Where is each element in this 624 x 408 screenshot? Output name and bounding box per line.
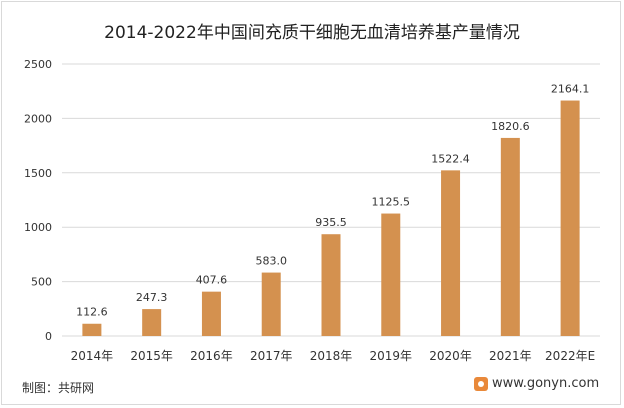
- data-label: 112.6: [76, 306, 108, 319]
- data-label: 1522.4: [431, 152, 470, 165]
- bar-2022年E: [560, 100, 580, 336]
- bar-2021年: [500, 137, 520, 336]
- y-tick-label: 1500: [24, 167, 52, 180]
- site-credit: www.gonyn.com: [474, 376, 599, 391]
- x-tick-label: 2015年: [130, 349, 173, 363]
- y-tick-label: 1000: [24, 221, 52, 234]
- source-credit: 制图：共研网: [22, 381, 95, 395]
- data-labels: 112.6 247.3 407.6 583.0 935.5 1125.5 1522.4 182…: [76, 83, 589, 319]
- bar-2015年: [142, 309, 162, 336]
- bar-2016年: [201, 291, 221, 336]
- y-tick-label: 500: [31, 276, 52, 289]
- data-label: 583.0: [255, 255, 287, 268]
- bar-2020年: [441, 170, 461, 336]
- x-tick-label: 2017年: [250, 349, 293, 363]
- x-tick-label: 2014年: [71, 349, 114, 363]
- data-label: 1820.6: [491, 120, 530, 133]
- data-label: 935.5: [315, 216, 347, 229]
- site-url: www.gonyn.com: [492, 376, 600, 391]
- data-label: 247.3: [136, 291, 168, 304]
- x-tick-label: 2022年E: [545, 349, 595, 363]
- chart-title: 2014-2022年中国间充质干细胞无血清培养基产量情况: [104, 23, 520, 43]
- x-tick-label: 2019年: [370, 349, 413, 363]
- data-label: 1125.5: [372, 196, 411, 209]
- x-tick-label: 2016年: [190, 349, 233, 363]
- data-label: 2164.1: [551, 83, 590, 96]
- data-label: 407.6: [196, 274, 228, 287]
- x-tick-label: 2018年: [310, 349, 353, 363]
- y-tick-label: 0: [45, 330, 52, 343]
- x-axis-ticks: 2014年 2015年 2016年 2017年 2018年 2019年 2020年 2021年…: [71, 349, 596, 363]
- bar-2017年: [261, 272, 281, 336]
- y-tick-label: 2000: [24, 112, 52, 125]
- x-tick-label: 2021年: [489, 349, 532, 363]
- x-tick-label: 2020年: [429, 349, 472, 363]
- bar-2018年: [321, 234, 341, 336]
- bars: [82, 100, 580, 336]
- bar-2019年: [381, 213, 401, 336]
- y-axis-ticks: 0 500 1000 1500 2000 2500: [24, 58, 52, 343]
- bar-2014年: [82, 323, 102, 336]
- y-tick-label: 2500: [24, 58, 52, 71]
- gonyn-logo-icon: [474, 376, 488, 391]
